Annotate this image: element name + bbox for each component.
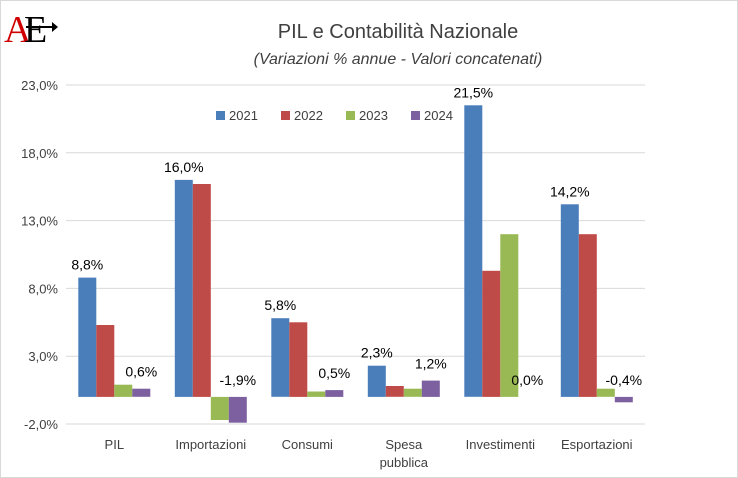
logo: A E <box>4 9 58 51</box>
chart-subtitle: (Variazioni % annue - Valori concatenati… <box>254 51 543 68</box>
bar <box>228 396 247 423</box>
data-label: 8,8% <box>71 257 103 273</box>
legend-label: 2023 <box>359 108 388 123</box>
bar <box>421 380 440 397</box>
bar <box>174 179 193 397</box>
legend-swatch <box>411 111 420 120</box>
bar <box>614 396 633 403</box>
legend-swatch <box>281 111 290 120</box>
bar <box>325 390 344 397</box>
legend: 2021 2022 2023 2024 <box>216 108 453 123</box>
y-tick-label: 13,0% <box>21 214 58 229</box>
y-tick-label: 3,0% <box>28 349 58 364</box>
bar <box>560 204 579 397</box>
logo-arrow-head <box>52 22 58 32</box>
bar <box>210 396 229 420</box>
chart-title: PIL e Contabilità Nazionale <box>278 21 519 43</box>
bar <box>596 388 615 397</box>
data-label: 5,8% <box>264 297 296 313</box>
legend-label: 2022 <box>294 108 323 123</box>
data-label: 0,6% <box>125 364 157 380</box>
bar <box>367 365 386 397</box>
y-tick-label: -2,0% <box>24 417 58 432</box>
data-label: -0,4% <box>606 372 643 388</box>
category-label: Esportazioni <box>561 437 633 452</box>
bar <box>289 322 308 397</box>
data-label: -1,9% <box>220 372 257 388</box>
data-label: 0,0% <box>511 372 543 388</box>
y-tick-label: 18,0% <box>21 146 58 161</box>
data-labels: 8,8% 0,6% 16,0% -1,9% 5,8% 0,5% 2,3% 1,2% 21,5% 0… <box>71 84 642 388</box>
category-label: Importazioni <box>175 437 246 452</box>
bars <box>78 105 633 423</box>
y-tick-label: 23,0% <box>21 78 58 93</box>
bar <box>403 388 422 397</box>
category-label: PIL <box>105 437 125 452</box>
bar <box>578 234 597 397</box>
bar <box>132 388 151 397</box>
category-label: Investimenti <box>466 437 535 452</box>
bar <box>500 234 519 397</box>
bar <box>385 386 404 397</box>
bar <box>78 277 97 397</box>
data-label: 14,2% <box>550 183 590 199</box>
legend-label: 2024 <box>424 108 453 123</box>
bar <box>114 384 133 397</box>
category-label: pubblica <box>380 455 429 470</box>
data-label: 21,5% <box>453 84 493 100</box>
bar <box>96 325 115 397</box>
y-axis-ticks: 23,0% 18,0% 13,0% 8,0% 3,0% -2,0% <box>21 78 58 432</box>
data-label: 0,5% <box>318 365 350 381</box>
data-label: 2,3% <box>361 345 393 361</box>
category-label: Consumi <box>282 437 333 452</box>
gridlines <box>66 84 645 425</box>
category-label: Spesa <box>385 437 423 452</box>
legend-label: 2021 <box>229 108 258 123</box>
data-label: 1,2% <box>415 356 447 372</box>
bar <box>271 318 290 397</box>
y-tick-label: 8,0% <box>28 281 58 296</box>
bar <box>307 391 326 397</box>
category-labels: PIL Importazioni Consumi Spesa pubblica Inves… <box>105 437 633 470</box>
bar <box>482 270 501 397</box>
logo-letter-a: A <box>4 9 32 51</box>
bar <box>464 105 483 397</box>
data-label: 16,0% <box>164 159 204 175</box>
legend-swatch <box>346 111 355 120</box>
bar <box>192 184 211 397</box>
logo-letter-e: E <box>24 9 47 51</box>
legend-swatch <box>216 111 225 120</box>
